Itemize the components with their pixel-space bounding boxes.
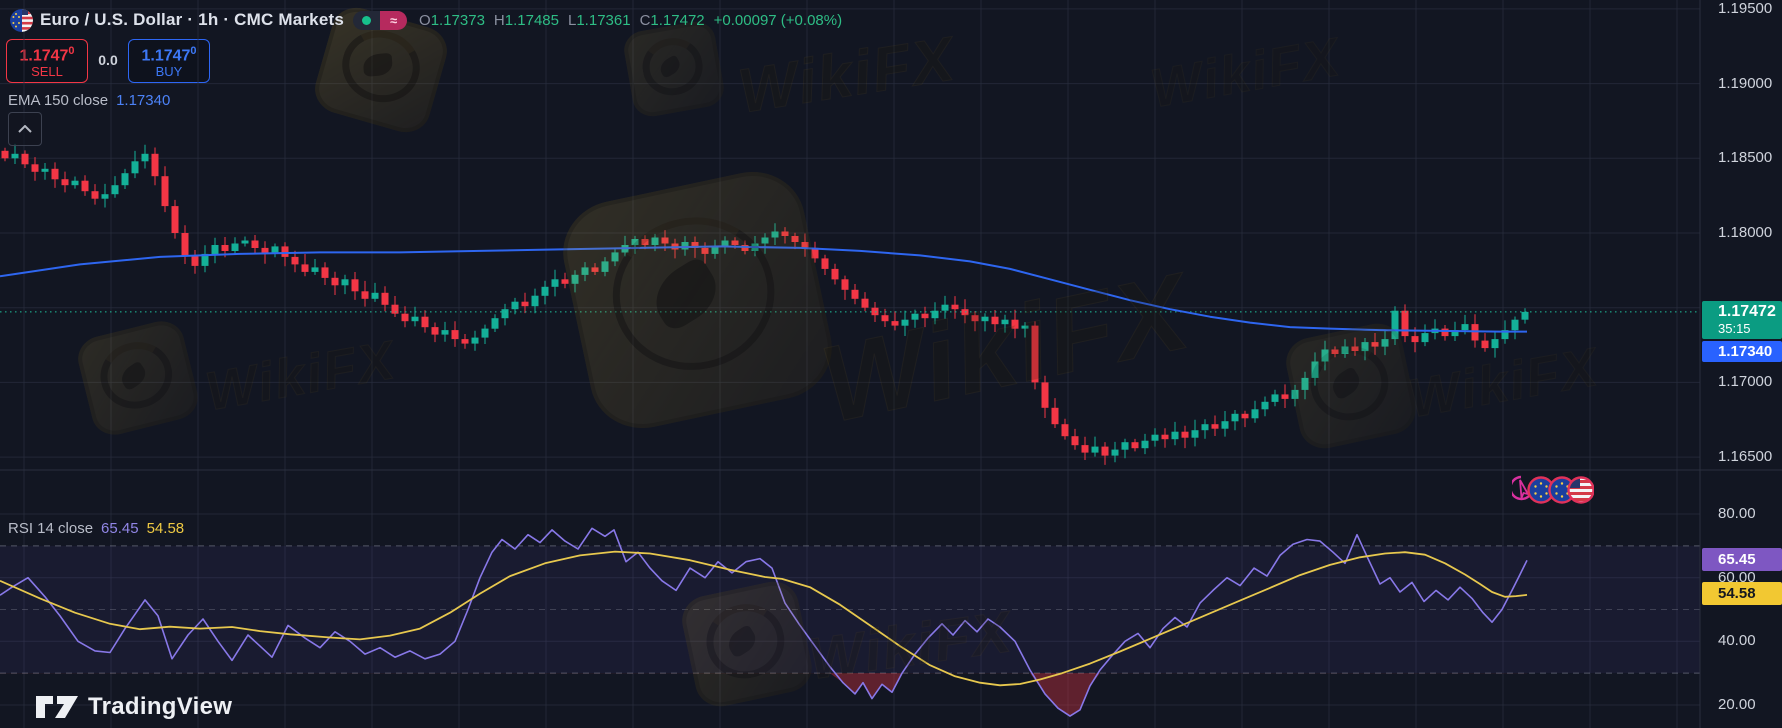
last-price-value: 1.17472 [1718,303,1776,320]
tradingview-logo-text: TradingView [88,693,233,720]
axis-tick-label: 80.00 [1718,505,1756,522]
low-value: 1.17361 [576,11,631,29]
symbol-title[interactable]: Euro / U.S. Dollar · 1h · CMC Markets [40,10,345,29]
sell-button[interactable]: 1.17470 SELL [6,39,88,83]
eu-flag-icon [1548,476,1576,504]
buy-price: 1.17470 [141,44,197,65]
buy-button[interactable]: 1.17470 BUY [128,39,210,83]
rsi-indicator-legend[interactable]: RSI 14 close 65.45 54.58 [8,520,184,537]
rsi-axis[interactable]: 80.00 60.00 40.00 20.00 [1700,0,1782,728]
high-value: 1.17485 [504,11,559,29]
axis-tick-label: 1.19000 [1718,75,1773,92]
ema-legend-value: 1.17340 [116,92,171,109]
tradingview-glyph-icon [36,696,78,718]
axis-tick-label: 1.19500 [1718,0,1773,17]
rsi-legend-title: RSI 14 close [8,520,94,537]
buy-label: BUY [155,64,183,80]
axis-tick-label: 60.00 [1718,569,1756,586]
delayed-data-wave-icon: ≈ [380,10,408,30]
collapse-pane-button[interactable] [8,112,42,146]
ema-value-tag: 1.17340 [1702,341,1782,362]
price-axis[interactable]: 1.19500 1.19000 1.18500 1.18000 1.17000 1.165… [1700,0,1782,728]
open-value: 1.17373 [430,11,485,29]
axis-tick-label: 40.00 [1718,632,1756,649]
ema-legend-title: EMA 150 close [8,92,109,109]
close-value: 1.17472 [650,11,705,29]
us-flag-icon [1567,476,1595,504]
rsi-legend-value: 65.45 [101,520,139,537]
last-price-tag: 1.17472 35:15 [1702,301,1782,339]
flag-stamps [1509,474,1595,511]
rsi-value-tag: 65.45 [1702,548,1782,571]
rsi-ma-value-tag: 54.58 [1702,582,1782,605]
close-label: C [639,11,651,29]
currency-pair-flag-icon [10,8,33,32]
ema-indicator-legend[interactable]: EMA 150 close 1.17340 [8,92,170,109]
axis-tick-label: 1.16500 [1718,448,1773,465]
sell-price: 1.17470 [19,44,75,65]
symbol-header: Euro / U.S. Dollar · 1h · CMC Markets ≈ … [10,7,842,33]
axis-tick-label: 1.18000 [1718,224,1773,241]
rsi-ma-legend-value: 54.58 [146,520,185,537]
axis-tick-label: 20.00 [1718,696,1756,713]
cursor-icon [1509,475,1534,501]
low-label: L [568,11,577,29]
market-open-dot-icon [353,10,381,30]
tradingview-logo[interactable]: TradingView [35,693,232,721]
spread-value: 0.0 [98,52,118,68]
market-status-toggle[interactable]: ≈ [353,10,408,30]
chevron-up-icon [18,125,32,133]
ohlc-readout: O1.17373 H1.17485 L1.17361 C1.17472 +0.0… [419,12,842,29]
bar-countdown: 35:15 [1718,321,1751,336]
axis-tick-label: 1.18500 [1718,149,1773,166]
open-label: O [419,11,431,29]
high-label: H [493,11,505,29]
axis-tick-label: 1.17000 [1718,373,1773,390]
sell-label: SELL [31,64,63,80]
change-value: +0.00097 (+0.08%) [713,11,843,29]
